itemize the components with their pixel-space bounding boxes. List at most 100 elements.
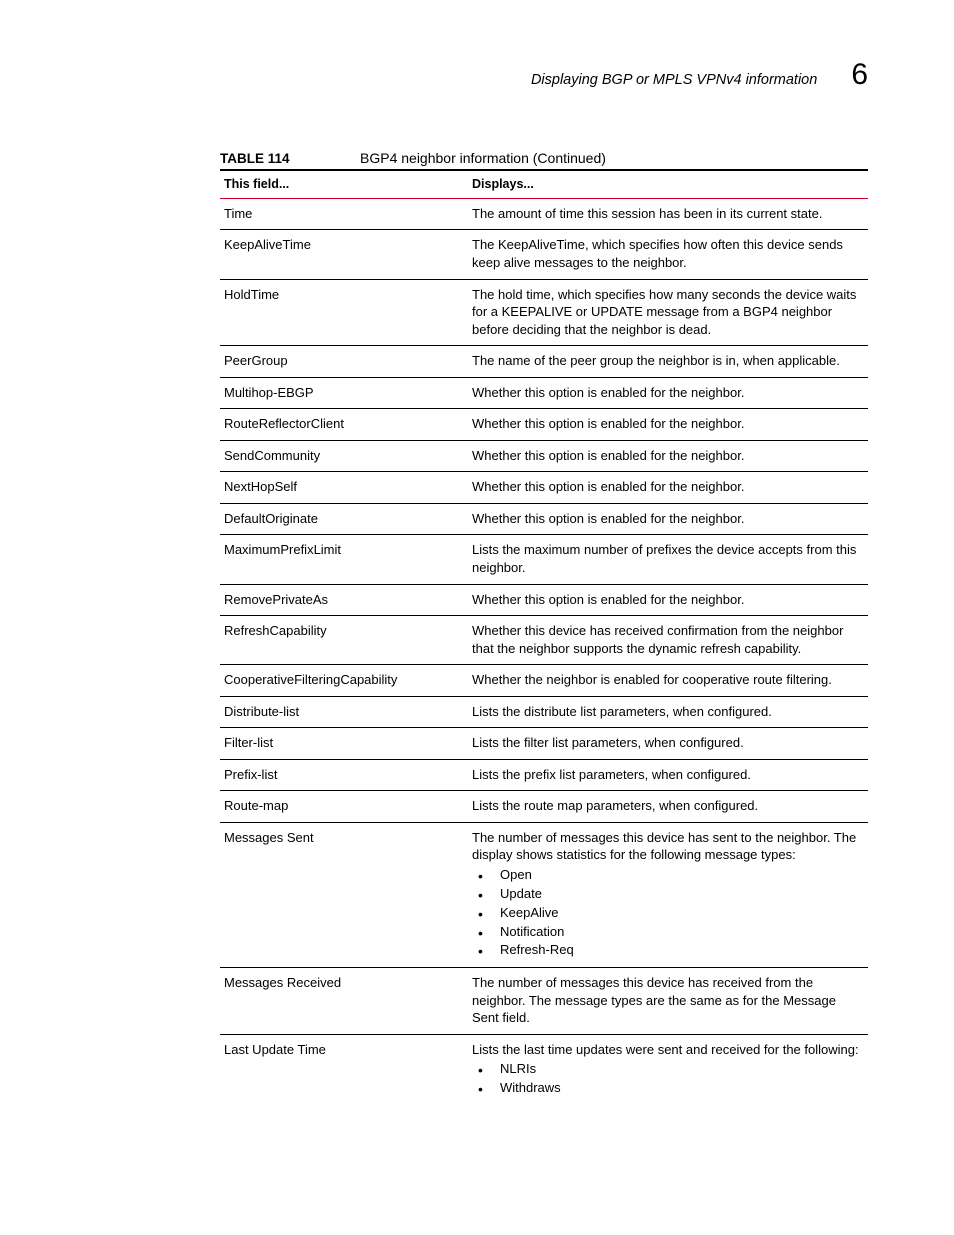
table-row: MaximumPrefixLimitLists the maximum numb… — [220, 535, 868, 584]
table-row: CooperativeFilteringCapability Whether th… — [220, 665, 868, 697]
column-header-field: This field... — [220, 170, 468, 198]
table-row: Multihop-EBGP Whether this option is enab… — [220, 377, 868, 409]
bullet-item: Notification — [472, 923, 864, 942]
table-row: NextHopSelf Whether this option is enable… — [220, 472, 868, 504]
description-cell: Lists the last time updates were sent an… — [468, 1034, 868, 1105]
table-row: Time The amount of time this session has … — [220, 198, 868, 230]
field-cell: Time — [220, 198, 468, 230]
bullet-list: NLRIsWithdraws — [472, 1060, 864, 1098]
table-row: RemovePrivateAs Whether this option is en… — [220, 584, 868, 616]
description-cell: Lists the route map parameters, when con… — [468, 791, 868, 823]
field-cell: RouteReflectorClient — [220, 409, 468, 441]
column-header-displays: Displays... — [468, 170, 868, 198]
field-cell: MaximumPrefixLimit — [220, 535, 468, 584]
bullet-item: KeepAlive — [472, 904, 864, 923]
bullet-item: Refresh-Req — [472, 941, 864, 960]
table-row: Filter-list Lists the filter list paramet… — [220, 728, 868, 760]
description-text: Whether this option is enabled for the n… — [472, 385, 744, 400]
field-cell: Messages Received — [220, 968, 468, 1035]
table-title: BGP4 neighbor information (Continued) — [360, 150, 606, 166]
field-cell: Distribute-list — [220, 696, 468, 728]
table-row: KeepAliveTimeThe KeepAliveTime, which sp… — [220, 230, 868, 279]
field-cell: Last Update Time — [220, 1034, 468, 1105]
description-cell: Whether this option is enabled for the n… — [468, 584, 868, 616]
description-text: The name of the peer group the neighbor … — [472, 353, 840, 368]
description-text: The amount of time this session has been… — [472, 206, 822, 221]
bullet-item: Open — [472, 866, 864, 885]
bullet-item: Withdraws — [472, 1079, 864, 1098]
table-row: HoldTimeThe hold time, which specifies h… — [220, 279, 868, 346]
field-cell: Multihop-EBGP — [220, 377, 468, 409]
description-text: Lists the last time updates were sent an… — [472, 1042, 859, 1057]
table-row: Route-map Lists the route map parameters,… — [220, 791, 868, 823]
field-cell: NextHopSelf — [220, 472, 468, 504]
description-text: Whether this option is enabled for the n… — [472, 479, 744, 494]
field-cell: PeerGroup — [220, 346, 468, 378]
description-text: Lists the prefix list parameters, when c… — [472, 767, 751, 782]
field-cell: HoldTime — [220, 279, 468, 346]
description-cell: Whether this device has received confirm… — [468, 616, 868, 665]
table-caption: TABLE 114 BGP4 neighbor information (Con… — [220, 150, 868, 166]
description-text: Whether this device has received confirm… — [472, 623, 843, 656]
field-cell: Messages Sent — [220, 822, 468, 967]
field-cell: CooperativeFilteringCapability — [220, 665, 468, 697]
description-cell: The number of messages this device has s… — [468, 822, 868, 967]
table-row: RefreshCapabilityWhether this device has… — [220, 616, 868, 665]
description-cell: The number of messages this device has r… — [468, 968, 868, 1035]
table-row: RouteReflectorClient Whether this option … — [220, 409, 868, 441]
description-text: The hold time, which specifies how many … — [472, 287, 856, 337]
field-cell: RemovePrivateAs — [220, 584, 468, 616]
description-cell: Whether this option is enabled for the n… — [468, 377, 868, 409]
description-text: The number of messages this device has s… — [472, 830, 856, 863]
table-row: Prefix-list Lists the prefix list paramet… — [220, 759, 868, 791]
description-cell: The hold time, which specifies how many … — [468, 279, 868, 346]
description-cell: The name of the peer group the neighbor … — [468, 346, 868, 378]
description-cell: The KeepAliveTime, which specifies how o… — [468, 230, 868, 279]
field-cell: Filter-list — [220, 728, 468, 760]
table-row: Distribute-list Lists the distribute list… — [220, 696, 868, 728]
description-text: Whether this option is enabled for the n… — [472, 592, 744, 607]
description-text: Whether this option is enabled for the n… — [472, 448, 744, 463]
table-label: TABLE 114 — [220, 151, 360, 166]
table-row: DefaultOriginate Whether this option is e… — [220, 503, 868, 535]
description-cell: Whether this option is enabled for the n… — [468, 472, 868, 504]
description-text: Lists the filter list parameters, when c… — [472, 735, 744, 750]
field-cell: SendCommunity — [220, 440, 468, 472]
bullet-list: OpenUpdateKeepAliveNotificationRefresh-R… — [472, 866, 864, 960]
description-cell: Lists the prefix list parameters, when c… — [468, 759, 868, 791]
table-row: Messages ReceivedThe number of messages … — [220, 968, 868, 1035]
document-page: Displaying BGP or MPLS VPNv4 information… — [0, 0, 954, 1235]
field-cell: Route-map — [220, 791, 468, 823]
bullet-item: NLRIs — [472, 1060, 864, 1079]
description-cell: Whether the neighbor is enabled for coop… — [468, 665, 868, 697]
header-title: Displaying BGP or MPLS VPNv4 information — [531, 72, 817, 88]
description-text: Lists the distribute list parameters, wh… — [472, 704, 772, 719]
page-header: Displaying BGP or MPLS VPNv4 information… — [220, 58, 868, 92]
description-text: Whether the neighbor is enabled for coop… — [472, 672, 832, 687]
description-cell: Lists the filter list parameters, when c… — [468, 728, 868, 760]
description-text: Lists the route map parameters, when con… — [472, 798, 758, 813]
field-cell: DefaultOriginate — [220, 503, 468, 535]
table-body: Time The amount of time this session has … — [220, 198, 868, 1105]
description-text: The number of messages this device has r… — [472, 975, 836, 1025]
field-cell: RefreshCapability — [220, 616, 468, 665]
description-text: Whether this option is enabled for the n… — [472, 511, 744, 526]
description-text: Lists the maximum number of prefixes the… — [472, 542, 856, 575]
table-row: Messages SentThe number of messages this… — [220, 822, 868, 967]
description-cell: Lists the maximum number of prefixes the… — [468, 535, 868, 584]
field-cell: KeepAliveTime — [220, 230, 468, 279]
bgp4-neighbor-table: This field... Displays... Time The amount… — [220, 169, 868, 1105]
table-header-row: This field... Displays... — [220, 170, 868, 198]
description-cell: The amount of time this session has been… — [468, 198, 868, 230]
table-row: Last Update Time Lists the last time upda… — [220, 1034, 868, 1105]
bullet-item: Update — [472, 885, 864, 904]
description-text: Whether this option is enabled for the n… — [472, 416, 744, 431]
description-cell: Lists the distribute list parameters, wh… — [468, 696, 868, 728]
description-text: The KeepAliveTime, which specifies how o… — [472, 237, 843, 270]
chapter-number: 6 — [851, 58, 868, 92]
description-cell: Whether this option is enabled for the n… — [468, 503, 868, 535]
table-row: PeerGroup The name of the peer group the … — [220, 346, 868, 378]
table-row: SendCommunity Whether this option is enab… — [220, 440, 868, 472]
description-cell: Whether this option is enabled for the n… — [468, 409, 868, 441]
field-cell: Prefix-list — [220, 759, 468, 791]
